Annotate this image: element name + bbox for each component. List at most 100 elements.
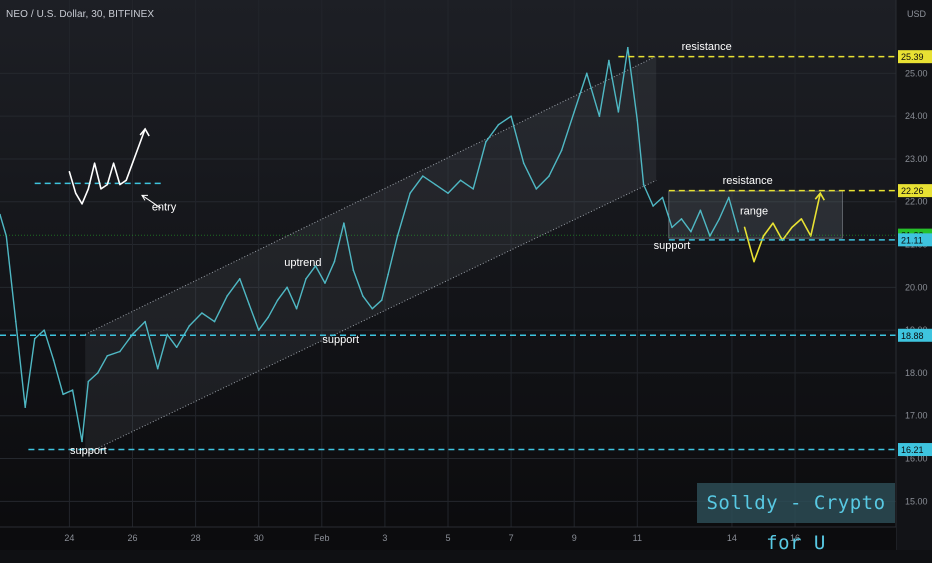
- price-point: [497, 123, 500, 126]
- price-point: [238, 277, 241, 280]
- price-point: [573, 111, 575, 113]
- price-point: [598, 115, 601, 117]
- x-tick-label: 11: [633, 533, 642, 543]
- price-point: [387, 273, 389, 276]
- price-point: [671, 226, 673, 229]
- price-point: [642, 183, 645, 186]
- price-tag-label: 25.39: [901, 52, 924, 62]
- price-point: [680, 218, 683, 220]
- entry-pointer-line: [141, 194, 162, 209]
- price-point: [421, 175, 424, 177]
- price-tag-label: 21.11: [901, 235, 923, 245]
- price-point: [485, 141, 487, 143]
- price-point: [727, 196, 730, 199]
- price-point: [295, 307, 298, 310]
- price-tag-support: [898, 443, 932, 457]
- price-point: [380, 299, 383, 301]
- price-series-line: [0, 47, 739, 443]
- channel-fill: [85, 56, 657, 455]
- price-tag-label: 18.88: [901, 331, 924, 341]
- entry-pointer-head: [141, 194, 148, 201]
- price-point: [472, 188, 475, 190]
- price-tag-resistance: [898, 50, 932, 64]
- price-point: [24, 406, 27, 408]
- price-point: [0, 213, 1, 216]
- price-point: [352, 269, 355, 272]
- y-tick-label: 16.00: [905, 454, 928, 464]
- x-tick-label: 14: [727, 533, 737, 543]
- price-chart[interactable]: resistance resistance range support uptrend s…: [0, 0, 932, 550]
- price-point: [286, 286, 288, 289]
- price-point: [305, 277, 307, 280]
- x-tick-label: 9: [572, 533, 577, 543]
- annotation-support: support: [70, 445, 107, 457]
- annotations: resistance resistance range support uptrend s…: [34, 41, 773, 457]
- price-point: [362, 295, 364, 297]
- price-point: [586, 72, 588, 75]
- price-point: [257, 329, 260, 331]
- x-tick-label: 28: [191, 533, 201, 543]
- price-point: [267, 316, 269, 319]
- price-point: [371, 307, 374, 310]
- price-point: [5, 235, 8, 237]
- price-tag-label: 16.21: [901, 445, 924, 455]
- x-tick-label: 30: [254, 533, 264, 543]
- price-point: [97, 372, 99, 374]
- price-point: [175, 346, 178, 349]
- x-tick-label: 5: [445, 533, 450, 543]
- price-tag-support: [898, 328, 932, 342]
- price-point: [248, 303, 251, 306]
- price-point: [636, 119, 639, 122]
- brand-watermark: Solldy - Crypto for U: [697, 483, 895, 554]
- price-point: [62, 393, 64, 396]
- price-point: [333, 260, 336, 263]
- price-tag-resistance: [898, 184, 932, 198]
- price-point: [737, 230, 740, 233]
- projection-arrowhead: [814, 191, 825, 201]
- y-tick-label: 17.00: [905, 411, 928, 421]
- sketch-wave: [68, 128, 146, 205]
- y-tick-label: 20.00: [905, 282, 928, 292]
- price-axis-panel: [896, 0, 932, 550]
- y-tick-label: 25.00: [905, 68, 928, 78]
- x-tick-label: 26: [127, 533, 137, 543]
- price-point: [144, 320, 146, 323]
- price-point: [213, 320, 216, 323]
- price-point: [608, 59, 610, 62]
- price-point: [188, 325, 191, 327]
- price-point: [548, 175, 550, 177]
- x-tick-label: 16: [790, 533, 800, 543]
- price-point: [166, 333, 169, 336]
- y-tick-label: 22.00: [905, 197, 928, 207]
- x-tick-label: 3: [382, 533, 387, 543]
- price-point: [14, 320, 17, 323]
- y-tick-label: 24.00: [905, 111, 928, 121]
- price-point: [43, 329, 45, 331]
- y-tick-label: 18.00: [905, 368, 928, 378]
- price-point: [87, 380, 90, 383]
- annotation-range: range: [740, 206, 768, 218]
- price-point: [396, 235, 399, 237]
- price-point: [718, 218, 721, 220]
- price-point: [276, 299, 279, 301]
- price-point: [71, 389, 74, 391]
- price-point: [535, 188, 538, 190]
- y-tick-label: 23.00: [905, 154, 928, 164]
- channel-upper-line: [84, 55, 657, 335]
- price-point: [409, 192, 411, 194]
- time-axis-panel: [0, 527, 896, 550]
- symbol-header: NEO / U.S. Dollar, 30, BITFINEX: [6, 9, 155, 20]
- price-point: [81, 440, 83, 443]
- x-tick-label: Feb: [314, 533, 330, 543]
- currency-unit: USD: [907, 9, 927, 19]
- price-point: [459, 179, 462, 182]
- x-tick-label: 24: [64, 533, 74, 543]
- price-point: [201, 312, 203, 314]
- price-point: [690, 230, 692, 233]
- price-point: [709, 235, 711, 237]
- price-point: [617, 111, 620, 113]
- axes: 15.0016.0017.0018.0019.0020.0021.0022.00…: [0, 0, 932, 550]
- annotation-support: support: [322, 334, 359, 346]
- annotation-support: support: [654, 240, 691, 252]
